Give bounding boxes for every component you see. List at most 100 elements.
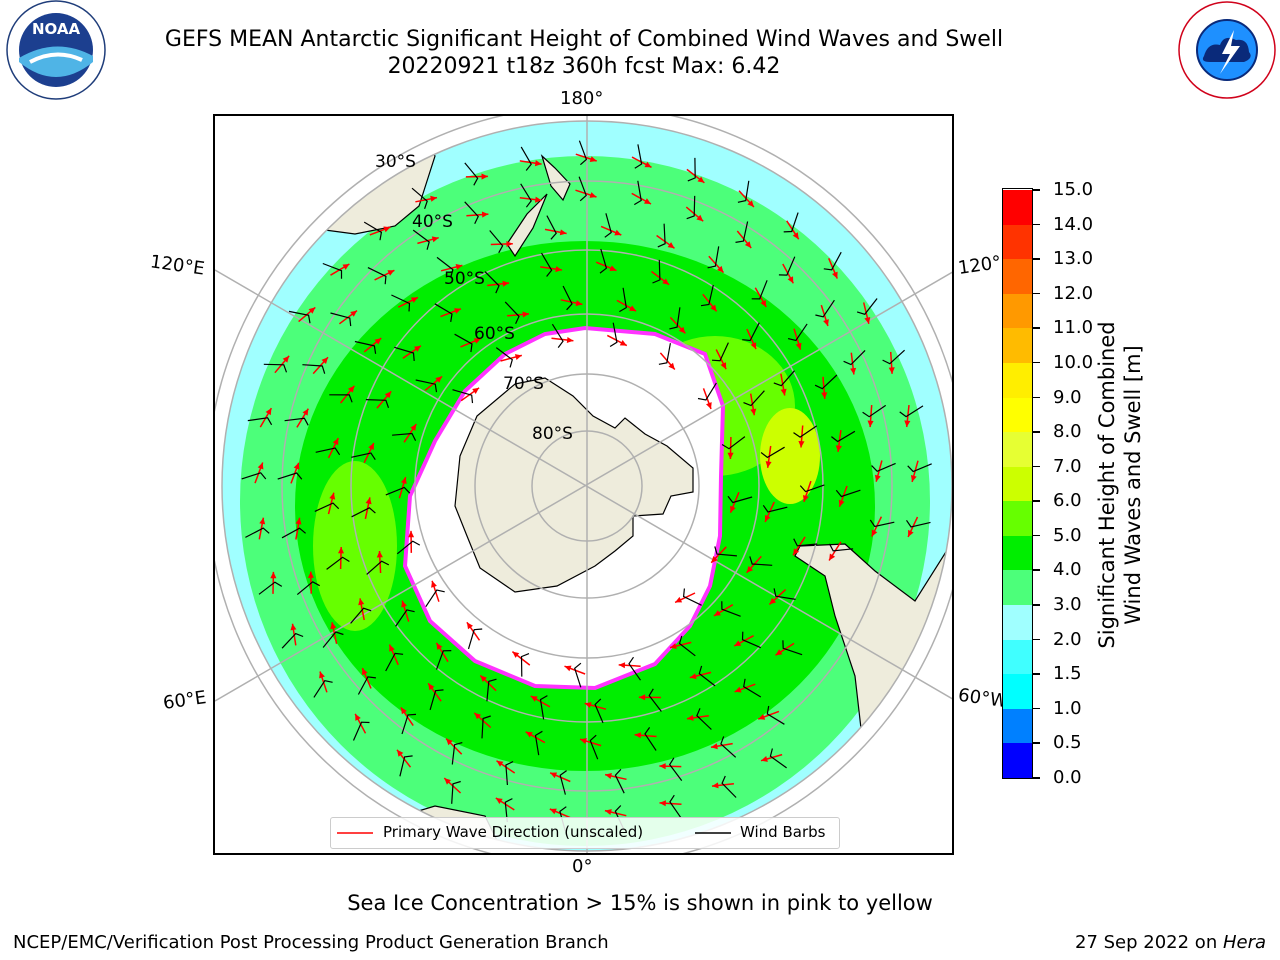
lat-label-50s: 50°S: [444, 269, 485, 289]
colorbar-tick-mark: [1033, 500, 1040, 502]
wave-arrow-head: [750, 342, 757, 350]
wind-barb: [391, 294, 411, 312]
wave-arrow-head: [734, 640, 742, 646]
wave-arrow-head: [474, 712, 482, 720]
colorbar-band: [1003, 362, 1032, 398]
wave-arrow-head: [644, 161, 652, 168]
wave-arrow-head: [401, 600, 407, 608]
wind-barb: [793, 538, 818, 547]
colorbar-tick-label: 0.5: [1053, 732, 1082, 754]
wind-barb: [658, 343, 671, 365]
wave-arrow-head: [257, 462, 264, 470]
colorbar-tick-label: 5.0: [1053, 524, 1082, 546]
wave-arrow-head: [638, 694, 646, 701]
wind-barb: [288, 310, 311, 324]
wave-arrow-head: [338, 547, 344, 554]
wave-arrow-head: [428, 683, 435, 691]
colorbar-tick-label: 12.0: [1053, 282, 1094, 304]
noaa-logo: NOAA: [2, 0, 110, 100]
colorbar-tick-mark: [1033, 604, 1040, 606]
meridian-60e-120w: [215, 271, 952, 702]
colorbar-tick-mark: [1033, 327, 1040, 329]
wind-barb: [682, 588, 702, 606]
wave-arrow-head: [342, 264, 350, 270]
wind-barb: [828, 543, 854, 552]
wind-barb: [467, 628, 483, 650]
wind-barb: [720, 736, 737, 758]
colorbar-band: [1003, 742, 1032, 778]
wind-barb: [669, 794, 682, 819]
wind-barb: [559, 770, 567, 795]
colorbar-tick-label: 0.0: [1053, 767, 1082, 788]
wind-barb: [520, 183, 532, 208]
wave-arrow-head: [867, 420, 874, 428]
wave-arrow-head: [689, 673, 697, 680]
wind-barb: [505, 761, 514, 786]
wind-barb: [454, 333, 473, 353]
wave-arrow-head: [798, 441, 805, 448]
wind-barb: [633, 180, 642, 206]
wave-arrow-head: [365, 497, 372, 505]
wave-arrow-head: [765, 461, 772, 468]
legend-wave-swatch: [337, 832, 373, 834]
lat-label-40s: 40°S: [412, 212, 453, 232]
wind-barb: [245, 527, 270, 538]
wind-barb: [707, 246, 720, 269]
wave-arrow-head: [400, 477, 407, 484]
wave-arrow-head: [758, 714, 766, 720]
wave-arrow-head: [687, 714, 694, 721]
wind-barb: [749, 556, 773, 566]
wave-arrow-head: [605, 773, 612, 779]
colorbar-band: [1003, 639, 1032, 675]
wave-arrow-head: [644, 198, 651, 204]
wave-arrow-head: [265, 408, 272, 416]
wind-barb: [258, 581, 283, 595]
wave-arrow-head: [823, 319, 829, 326]
wave-arrow-head: [618, 662, 626, 669]
wind-barb: [411, 187, 428, 209]
wind-barb: [540, 252, 553, 277]
colorbar-band: [1003, 327, 1032, 363]
graticule: [215, 116, 952, 853]
wave-arrow-head: [720, 362, 727, 370]
map-title: GEFS MEAN Antarctic Significant Height o…: [164, 27, 1004, 52]
wave-arrow-head: [787, 276, 794, 284]
wind-barb: [504, 301, 520, 324]
wind-barb: [329, 394, 353, 403]
wave-arrow-head: [466, 622, 473, 630]
wave-arrow-head: [355, 713, 361, 721]
wind-barb: [495, 347, 513, 368]
wave-arrow-head: [321, 357, 328, 364]
wind-barb: [313, 680, 333, 698]
wind-barb: [354, 340, 377, 354]
wind-barb: [696, 708, 712, 730]
wave-arrow-head: [760, 300, 767, 307]
wind-barb: [762, 504, 788, 513]
wind-barb: [594, 698, 604, 724]
wave-arrow-head: [549, 808, 557, 815]
wind-barb: [385, 652, 404, 672]
colorbar-band: [1003, 673, 1032, 709]
colorbar-tick-label: 15.0: [1053, 179, 1094, 200]
wave-arrow-head: [821, 392, 828, 399]
wind-barb: [823, 251, 842, 271]
wind-barb: [425, 589, 445, 608]
wind-barb: [697, 382, 717, 401]
wave-arrow-head: [329, 492, 336, 500]
wave-arrow-head: [711, 743, 718, 750]
wind-barb: [686, 195, 696, 220]
wave-arrow-head: [295, 517, 302, 525]
wave-arrow-head: [481, 173, 488, 180]
wave-arrow-head: [302, 408, 309, 416]
wave-arrow-head: [455, 264, 463, 270]
colorbar-tick-mark: [1033, 258, 1040, 260]
wind-barb: [436, 256, 454, 278]
wind-barb: [350, 607, 372, 624]
lat-label-70s: 70°S: [503, 374, 544, 394]
wave-arrow-head: [374, 338, 382, 345]
wind-barb: [578, 176, 587, 202]
wave-arrow-head: [850, 367, 857, 375]
wind-barb: [778, 256, 796, 276]
national-weather-service-logo: [1174, 0, 1280, 100]
wind-barb: [700, 284, 714, 307]
